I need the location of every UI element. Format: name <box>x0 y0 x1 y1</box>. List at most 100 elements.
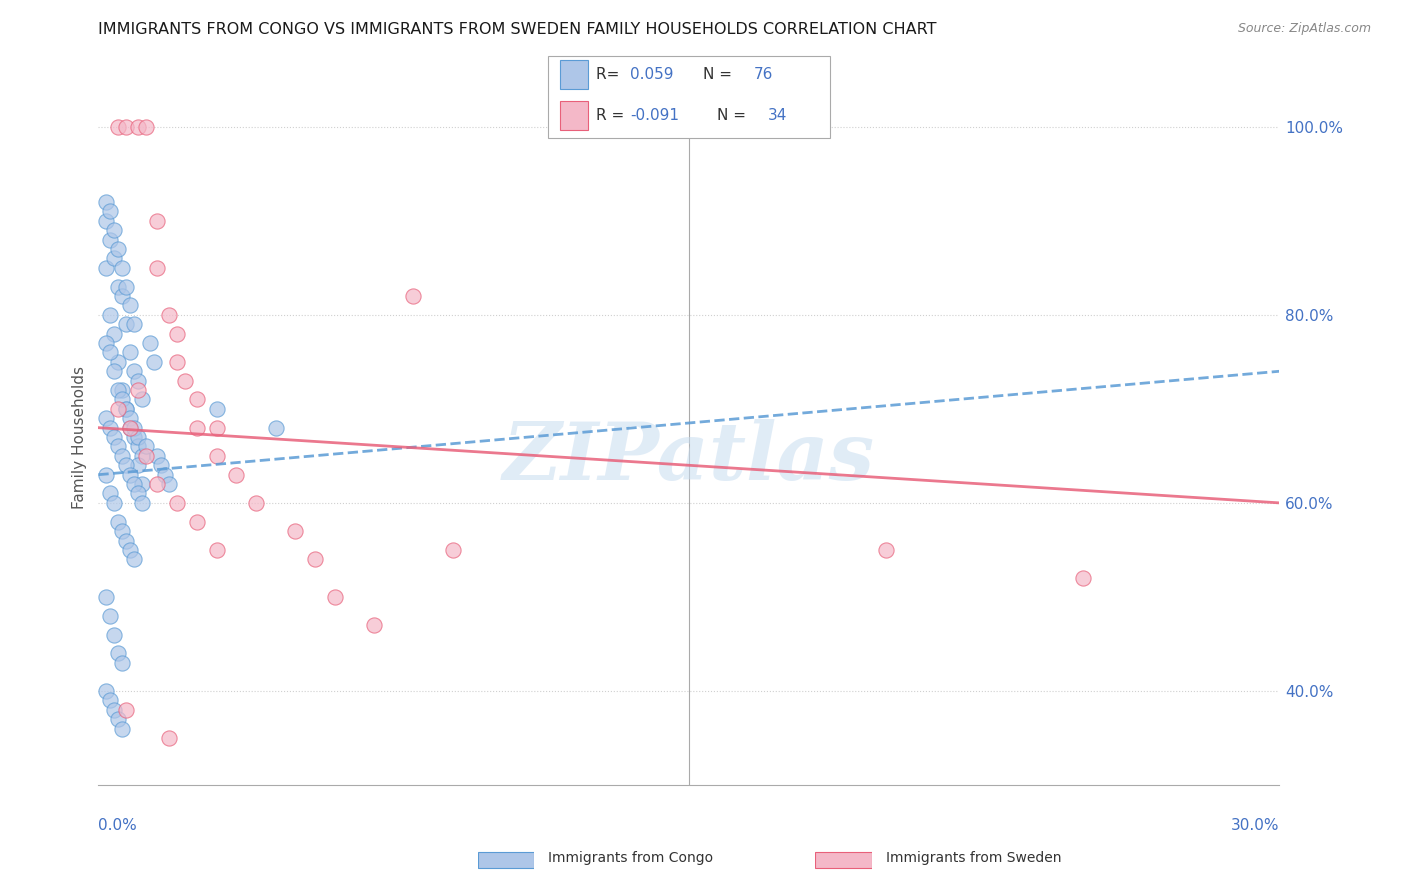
Point <box>441 542 464 557</box>
Point <box>115 703 138 717</box>
Point <box>98 204 121 219</box>
Point <box>205 542 228 557</box>
Point <box>122 552 145 566</box>
Point <box>166 496 188 510</box>
Point <box>115 401 138 416</box>
Point <box>323 590 346 604</box>
Point <box>157 308 180 322</box>
Point <box>122 420 145 434</box>
Text: 76: 76 <box>754 67 773 82</box>
Point <box>111 392 134 407</box>
Text: 34: 34 <box>768 108 787 123</box>
Text: -0.091: -0.091 <box>630 108 679 123</box>
Text: R =: R = <box>596 108 630 123</box>
Point <box>127 374 149 388</box>
Text: Source: ZipAtlas.com: Source: ZipAtlas.com <box>1237 22 1371 36</box>
Point <box>96 336 118 351</box>
Point <box>115 401 138 416</box>
Text: 0.0%: 0.0% <box>98 818 138 832</box>
Point <box>118 345 141 359</box>
Point <box>122 477 145 491</box>
Point <box>111 656 134 670</box>
Point <box>107 440 129 454</box>
Point <box>96 411 118 425</box>
Point <box>115 120 138 134</box>
Point <box>98 308 121 322</box>
Point <box>111 383 134 397</box>
FancyBboxPatch shape <box>548 56 830 138</box>
Point <box>103 703 125 717</box>
Point <box>875 542 897 557</box>
Point <box>96 214 118 228</box>
Point <box>115 318 138 332</box>
Point <box>98 233 121 247</box>
Point <box>111 260 134 275</box>
Point <box>107 355 129 369</box>
Point <box>225 467 247 482</box>
Point <box>107 383 129 397</box>
Point <box>103 252 125 266</box>
Point <box>127 486 149 500</box>
Point <box>107 515 129 529</box>
Point <box>131 477 153 491</box>
FancyBboxPatch shape <box>560 61 588 89</box>
Point <box>103 326 125 341</box>
Point <box>98 608 121 623</box>
Y-axis label: Family Households: Family Households <box>72 366 87 508</box>
Point <box>127 383 149 397</box>
Point <box>155 467 177 482</box>
Point <box>205 420 228 434</box>
Text: Immigrants from Sweden: Immigrants from Sweden <box>886 851 1062 865</box>
FancyBboxPatch shape <box>478 852 534 868</box>
Point <box>363 618 385 632</box>
Point <box>150 458 173 473</box>
Point <box>146 214 169 228</box>
Point <box>122 364 145 378</box>
Point <box>157 731 180 745</box>
Point <box>96 467 118 482</box>
Point <box>115 279 138 293</box>
Point <box>142 355 165 369</box>
Point <box>98 420 121 434</box>
Text: R=: R= <box>596 67 624 82</box>
Point <box>107 712 129 726</box>
Point <box>284 524 307 538</box>
Text: N =: N = <box>703 67 737 82</box>
Point <box>118 420 141 434</box>
Point <box>107 242 129 256</box>
Point <box>127 440 149 454</box>
Point <box>118 467 141 482</box>
Point <box>166 326 188 341</box>
Point <box>118 542 141 557</box>
Text: IMMIGRANTS FROM CONGO VS IMMIGRANTS FROM SWEDEN FAMILY HOUSEHOLDS CORRELATION CH: IMMIGRANTS FROM CONGO VS IMMIGRANTS FROM… <box>98 22 936 37</box>
Point <box>96 194 118 209</box>
Point <box>122 430 145 444</box>
Point <box>96 260 118 275</box>
Point <box>1071 571 1094 585</box>
Point <box>135 440 157 454</box>
Point <box>118 420 141 434</box>
Point <box>127 120 149 134</box>
Point <box>107 401 129 416</box>
Point <box>111 722 134 736</box>
Point <box>135 449 157 463</box>
Point <box>131 496 153 510</box>
Point <box>98 486 121 500</box>
Point <box>118 298 141 312</box>
Point <box>304 552 326 566</box>
Point <box>131 392 153 407</box>
Point <box>96 590 118 604</box>
Text: ZIPatlas: ZIPatlas <box>503 419 875 497</box>
Point <box>122 318 145 332</box>
Point <box>186 515 208 529</box>
Point <box>115 533 138 548</box>
Point <box>264 420 287 434</box>
Point <box>157 477 180 491</box>
Point <box>107 279 129 293</box>
Text: 0.059: 0.059 <box>630 67 673 82</box>
Point <box>186 420 208 434</box>
Point <box>103 223 125 237</box>
Point <box>205 449 228 463</box>
Point <box>135 120 157 134</box>
Point <box>245 496 267 510</box>
